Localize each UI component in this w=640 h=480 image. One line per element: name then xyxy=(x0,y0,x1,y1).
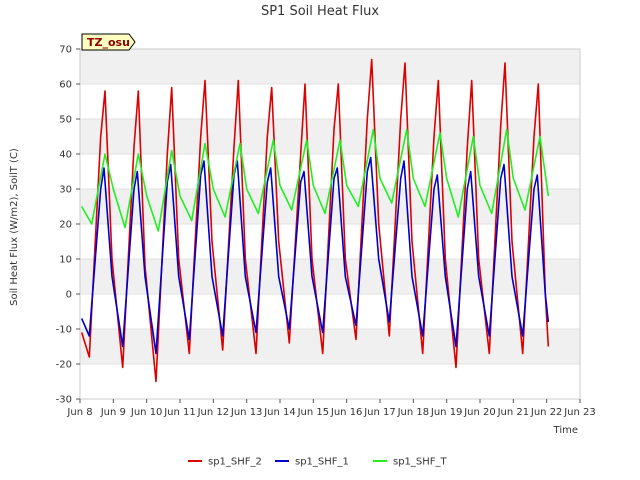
x-tick-label: Jun 10 xyxy=(130,407,163,418)
x-tick-label: Jun 13 xyxy=(230,407,263,418)
y-tick-label: -30 xyxy=(56,395,72,406)
x-tick-label: Jun 17 xyxy=(363,407,396,418)
y-tick-label: 30 xyxy=(59,185,72,196)
x-axis: Jun 8 Jun 9 Jun 10 Jun 11 Jun 12 Jun 13 Jun 14… xyxy=(66,399,596,418)
x-tick-label: Jun 23 xyxy=(563,407,596,418)
x-tick-label: Jun 18 xyxy=(397,407,430,418)
x-tick-label: Jun 12 xyxy=(197,407,230,418)
x-tick-label: Jun 15 xyxy=(297,407,330,418)
grid-band xyxy=(80,119,580,154)
y-tick-label: 50 xyxy=(59,115,72,126)
x-axis-label: Time xyxy=(553,425,578,436)
x-tick-label: Jun 9 xyxy=(100,407,126,418)
y-tick-label: 20 xyxy=(59,220,72,231)
legend: sp1_SHF_2 sp1_SHF_1 sp1_SHF_T xyxy=(188,457,448,468)
x-tick-label: Jun 8 xyxy=(66,407,92,418)
y-axis-label: Soil Heat Flux (W/m2), SoilT (C) xyxy=(9,148,20,306)
y-tick-label: 40 xyxy=(59,150,72,161)
x-tick-label: Jun 22 xyxy=(530,407,563,418)
legend-label: sp1_SHF_2 xyxy=(208,457,262,468)
series-line-sp1_SHF_T xyxy=(81,128,550,232)
x-tick-label: Jun 14 xyxy=(263,407,296,418)
x-tick-label: Jun 16 xyxy=(330,407,363,418)
y-tick-label: -20 xyxy=(56,360,72,371)
chart-title: SP1 Soil Heat Flux xyxy=(261,4,379,19)
series-line-sp1_SHF_1 xyxy=(80,156,550,355)
badge-label: TZ_osu xyxy=(87,36,130,49)
badge: TZ_osu xyxy=(81,33,136,51)
grid-band xyxy=(80,49,580,84)
grid-band xyxy=(80,259,580,294)
y-tick-label: 60 xyxy=(59,80,72,91)
x-tick-label: Jun 11 xyxy=(163,407,196,418)
y-axis: -30 -20 -10 0 10 20 30 40 50 60 70 xyxy=(56,45,80,406)
y-tick-label: -10 xyxy=(56,325,72,336)
badge-shape xyxy=(81,33,136,51)
y-tick-label: 10 xyxy=(59,255,72,266)
x-tick-label: Jun 20 xyxy=(463,407,496,418)
y-tick-label: 70 xyxy=(59,45,72,56)
x-tick-label: Jun 19 xyxy=(430,407,463,418)
x-tick-label: Jun 21 xyxy=(497,407,530,418)
legend-label: sp1_SHF_1 xyxy=(295,457,349,468)
legend-label: sp1_SHF_T xyxy=(393,457,448,468)
grid-band xyxy=(80,329,580,364)
series-layer xyxy=(80,58,550,383)
y-tick-label: 0 xyxy=(66,290,72,301)
